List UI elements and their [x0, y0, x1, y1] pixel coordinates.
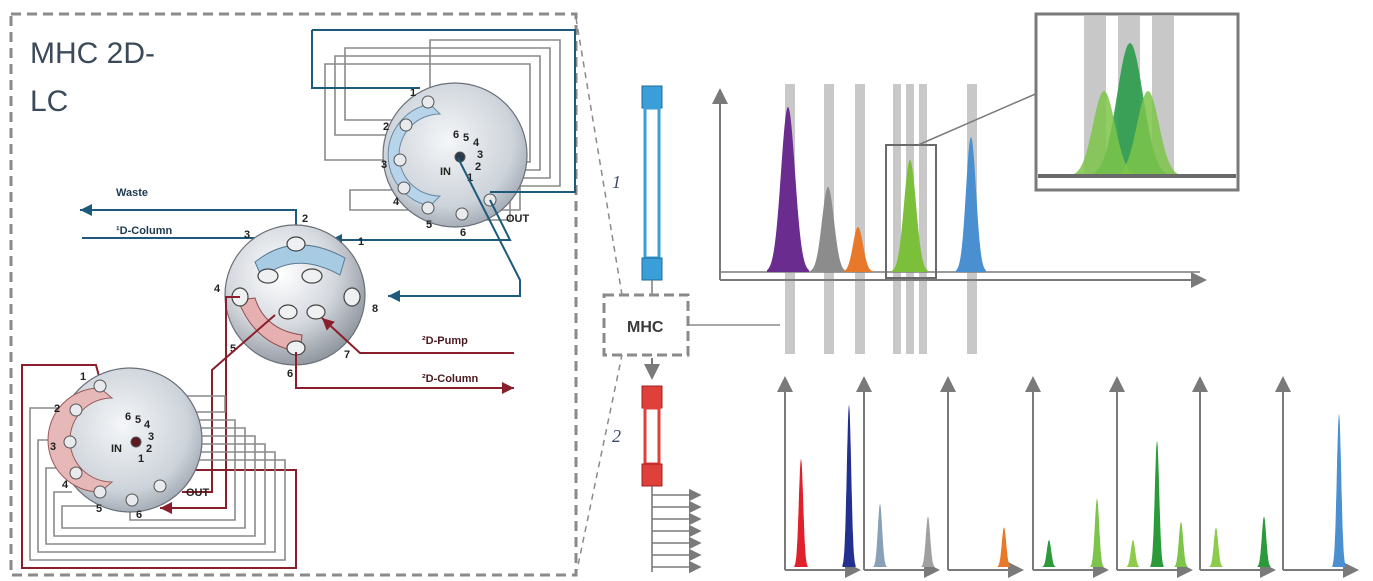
- upper-inner-6: 6: [453, 129, 459, 141]
- upper-deck-ports: [393, 95, 497, 221]
- second-dimension-number: 2: [612, 426, 621, 446]
- second-dimension-peak: [997, 527, 1011, 567]
- lower-port-4: 4: [62, 479, 69, 491]
- fraction-outlet-arrows: [651, 486, 702, 574]
- upper-port-6: 6: [460, 227, 466, 239]
- lower-loop-deck: [29, 380, 286, 561]
- zoom-connector: [917, 91, 1041, 146]
- diagram-title-line1: MHC 2D-: [30, 37, 155, 70]
- lower-port-3: 3: [50, 441, 56, 453]
- upper-inner-2: 2: [475, 161, 481, 173]
- first-dimension-peak: [767, 107, 809, 272]
- second-dimension-panel: [940, 376, 1024, 578]
- second-dimension-peak: [1042, 540, 1056, 567]
- central-port-6: 6: [287, 368, 293, 380]
- lower-port-6: 6: [136, 509, 142, 521]
- central-port-1: 1: [358, 236, 364, 248]
- second-dimension-chromatograms: [777, 376, 1359, 578]
- upper-inner-4: 4: [473, 137, 480, 149]
- second-dimension-peak: [842, 405, 856, 567]
- valve-panel-border: [9, 12, 578, 577]
- second-dimension-column: [641, 385, 663, 487]
- zoom-selection-box: [885, 144, 937, 279]
- upper-inner-3: 3: [477, 149, 483, 161]
- mhc-label: MHC: [627, 319, 664, 336]
- second-dimension-peak: [1150, 441, 1164, 567]
- upper-in-label: IN: [440, 166, 451, 178]
- upper-out-label: OUT: [506, 213, 530, 225]
- second-dimension-peak: [1126, 540, 1140, 567]
- lower-port-2: 2: [54, 403, 60, 415]
- first-dimension-peak: [956, 137, 986, 272]
- second-dimension-peak: [794, 459, 808, 567]
- diagram-title-line2: LC: [30, 85, 68, 118]
- central-port-3: 3: [244, 229, 250, 241]
- second-dimension-peak: [873, 504, 887, 567]
- central-port-8: 8: [372, 303, 378, 315]
- second-dimension-peak: [1332, 414, 1346, 567]
- upper-port-1: 1: [410, 87, 416, 99]
- second-dimension-panel: [1025, 376, 1109, 578]
- zoom-inset-peaks: [1071, 43, 1181, 176]
- upper-inner-1: 1: [467, 172, 473, 184]
- second-dimension-peak: [1257, 516, 1271, 567]
- lower-deck-valve: [57, 367, 203, 513]
- first-dimension-peak: [843, 227, 873, 272]
- lower-out-label: OUT: [186, 487, 210, 499]
- cut-bands: [785, 84, 977, 354]
- second-dimension-peak: [1090, 498, 1104, 567]
- second-dimension-panel: [1275, 376, 1359, 578]
- zoom-line-top: [575, 17, 623, 296]
- upper-inner-5: 5: [463, 132, 469, 144]
- lower-port-1: 1: [80, 371, 86, 383]
- lower-in-label: IN: [111, 443, 122, 455]
- zoom-peak: [1071, 91, 1137, 176]
- upper-port-2: 2: [383, 121, 389, 133]
- second-column-label: ²D-Column: [422, 373, 478, 385]
- central-port-2: 2: [302, 213, 308, 225]
- zoom-line-bottom: [575, 354, 623, 576]
- lower-inner-6: 6: [125, 411, 131, 423]
- lower-deck-ports: [63, 379, 167, 507]
- lower-inner-3: 3: [148, 431, 154, 443]
- upper-port-5: 5: [426, 219, 432, 231]
- second-dimension-peak: [1209, 527, 1223, 567]
- zoom-inset: [1034, 12, 1240, 192]
- upper-port-3: 3: [381, 159, 387, 171]
- first-dimension-column: [641, 85, 663, 294]
- first-dimension-peak: [892, 160, 928, 272]
- lower-inner-1: 1: [138, 453, 144, 465]
- first-dimension-peaks: [767, 107, 986, 272]
- first-dimension-number: 1: [612, 172, 621, 192]
- first-column-label: ¹D-Column: [116, 225, 172, 237]
- central-port-5: 5: [230, 343, 236, 355]
- waste-label: Waste: [116, 187, 148, 199]
- central-port-4: 4: [214, 283, 221, 295]
- second-dimension-panel: [1109, 376, 1193, 578]
- central-port-7: 7: [344, 349, 350, 361]
- central-blue-channel: [254, 244, 346, 279]
- lower-inner-2: 2: [146, 443, 152, 455]
- second-dimension-panel: [1192, 376, 1276, 578]
- mhc-box: [602, 293, 690, 357]
- central-ports: [231, 236, 361, 356]
- second-dimension-panel: [777, 376, 861, 578]
- lower-inner-5: 5: [135, 414, 141, 426]
- lower-inner-4: 4: [144, 419, 151, 431]
- second-dimension-peak: [921, 516, 935, 567]
- first-dimension-peak: [810, 187, 846, 272]
- zoom-peak: [1115, 91, 1181, 176]
- upper-port-4: 4: [393, 196, 400, 208]
- lower-port-5: 5: [96, 503, 102, 515]
- second-dimension-peak: [1174, 522, 1188, 567]
- second-dimension-panel: [856, 376, 940, 578]
- second-pump-label: ²D-Pump: [422, 335, 468, 347]
- red-tubing: [21, 296, 514, 569]
